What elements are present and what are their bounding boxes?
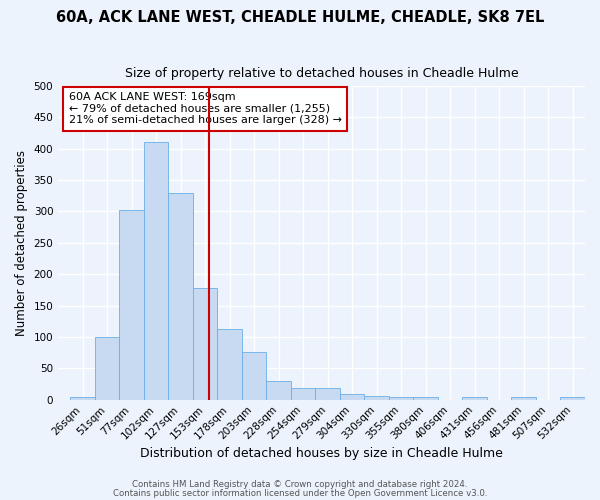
- Bar: [95, 337, 119, 400]
- Bar: [364, 396, 389, 400]
- Text: 60A ACK LANE WEST: 169sqm
← 79% of detached houses are smaller (1,255)
21% of se: 60A ACK LANE WEST: 169sqm ← 79% of detac…: [69, 92, 342, 126]
- Bar: [291, 388, 316, 400]
- Bar: [70, 396, 95, 400]
- Bar: [413, 396, 438, 400]
- Bar: [560, 397, 585, 400]
- Bar: [463, 396, 487, 400]
- Bar: [144, 142, 169, 400]
- Bar: [119, 210, 144, 400]
- Bar: [266, 381, 291, 400]
- Bar: [193, 288, 217, 400]
- X-axis label: Distribution of detached houses by size in Cheadle Hulme: Distribution of detached houses by size …: [140, 447, 503, 460]
- Text: Contains HM Land Registry data © Crown copyright and database right 2024.: Contains HM Land Registry data © Crown c…: [132, 480, 468, 489]
- Bar: [316, 388, 340, 400]
- Bar: [242, 352, 266, 400]
- Title: Size of property relative to detached houses in Cheadle Hulme: Size of property relative to detached ho…: [125, 68, 518, 80]
- Bar: [511, 396, 536, 400]
- Text: Contains public sector information licensed under the Open Government Licence v3: Contains public sector information licen…: [113, 490, 487, 498]
- Bar: [389, 397, 413, 400]
- Bar: [169, 192, 193, 400]
- Y-axis label: Number of detached properties: Number of detached properties: [15, 150, 28, 336]
- Bar: [217, 330, 242, 400]
- Text: 60A, ACK LANE WEST, CHEADLE HULME, CHEADLE, SK8 7EL: 60A, ACK LANE WEST, CHEADLE HULME, CHEAD…: [56, 10, 544, 25]
- Bar: [340, 394, 364, 400]
